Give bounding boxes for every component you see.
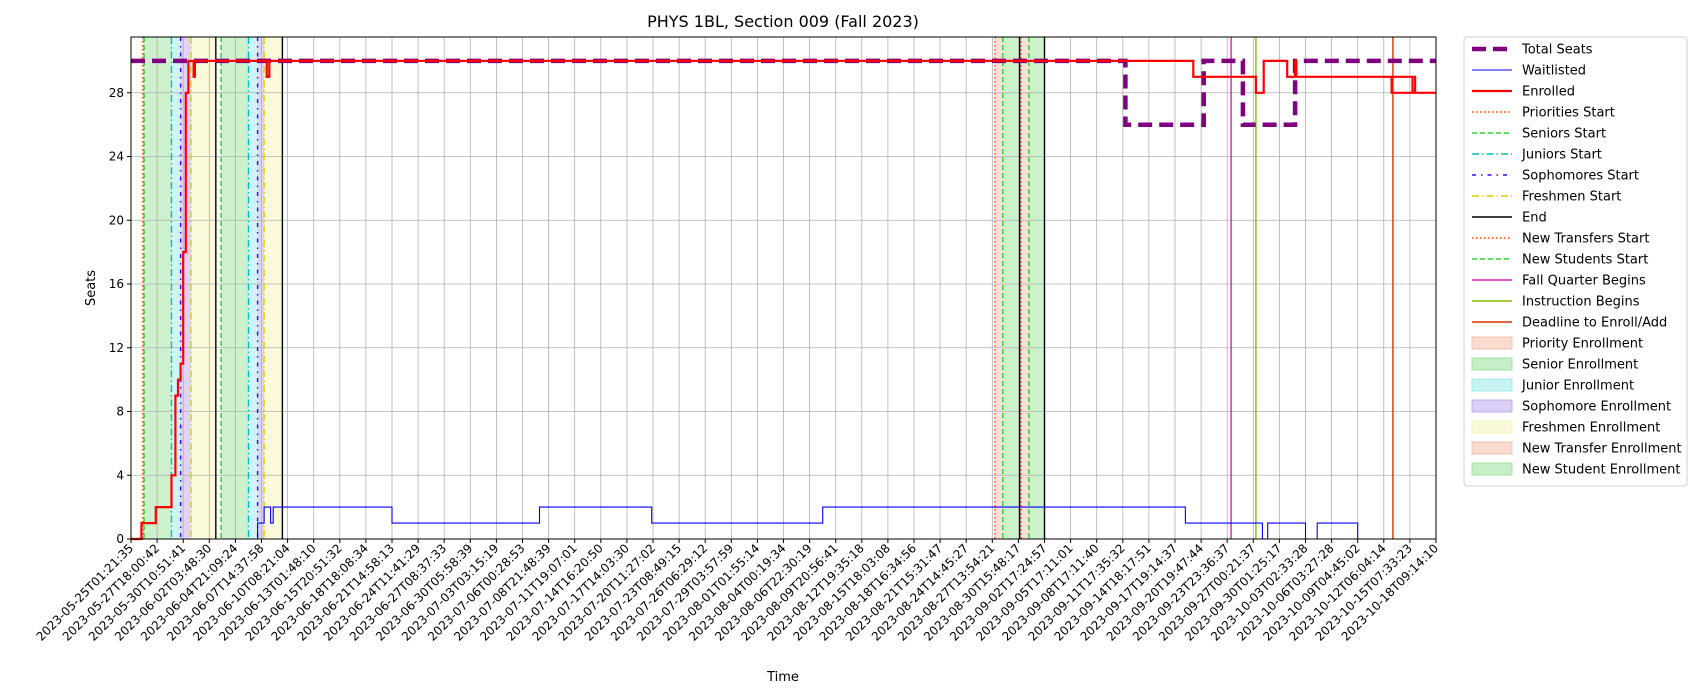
legend-label: Sophomores Start xyxy=(1522,169,1639,184)
legend-swatch xyxy=(1471,420,1513,434)
region-freshmen-enrollment-1 xyxy=(264,37,283,539)
legend-label: Freshmen Enrollment xyxy=(1522,421,1660,436)
legend-frame xyxy=(1463,36,1688,487)
legend-label: Enrolled xyxy=(1522,85,1575,100)
legend-label: Juniors Start xyxy=(1521,148,1602,163)
legend-label: New Transfers Start xyxy=(1522,232,1649,247)
region-new-transfer-enrollment-0 xyxy=(1021,37,1029,539)
y-tick-label: 16 xyxy=(109,277,124,291)
legend-label: New Transfer Enrollment xyxy=(1522,442,1682,457)
y-tick-label: 12 xyxy=(109,341,124,355)
region-junior-enrollment-1 xyxy=(248,37,258,539)
legend-swatch xyxy=(1471,378,1513,392)
y-tick-label: 0 xyxy=(116,532,124,546)
legend-label: Waitlisted xyxy=(1522,64,1586,79)
legend-label: New Students Start xyxy=(1522,253,1648,268)
region-new-student-enrollment-1 xyxy=(1028,37,1045,539)
legend-label: End xyxy=(1522,211,1547,226)
series-enrolled xyxy=(131,59,1436,541)
legend: Total Seats Waitlisted Enrolled Priorities … xyxy=(1463,36,1688,487)
legend-swatch xyxy=(1471,336,1513,350)
legend-label: Senior Enrollment xyxy=(1522,358,1638,373)
region-new-student-enrollment-0 xyxy=(1002,37,1020,539)
region-freshmen-enrollment-0 xyxy=(191,37,216,539)
legend-label: Total Seats xyxy=(1521,43,1593,58)
y-tick-label: 20 xyxy=(109,213,124,227)
legend-label: Freshmen Start xyxy=(1522,190,1621,205)
grid-lines xyxy=(130,37,1437,540)
legend-swatch xyxy=(1471,462,1513,476)
legend-label: New Student Enrollment xyxy=(1522,463,1680,478)
legend-label: Deadline to Enroll/Add xyxy=(1522,316,1667,331)
y-axis-label: Seats xyxy=(84,270,99,306)
region-priority-enrollment-1 xyxy=(994,37,1003,539)
chart-title: PHYS 1BL, Section 009 (Fall 2023) xyxy=(647,12,919,31)
legend-swatch xyxy=(1471,399,1513,413)
legend-label: Sophomore Enrollment xyxy=(1522,400,1671,415)
legend-label: Priorities Start xyxy=(1522,106,1615,121)
region-senior-enrollment-1 xyxy=(221,37,249,539)
legend-label: Junior Enrollment xyxy=(1521,379,1634,394)
y-tick-label: 24 xyxy=(109,150,124,164)
y-tick-label: 8 xyxy=(116,405,124,419)
x-axis: 2023-05-25T01:21:352023-05-27T18:00:4220… xyxy=(34,539,1441,644)
y-tick-label: 4 xyxy=(116,468,124,482)
legend-swatch xyxy=(1471,357,1513,371)
legend-swatch xyxy=(1471,441,1513,455)
legend-label: Priority Enrollment xyxy=(1522,337,1643,352)
y-tick-label: 28 xyxy=(109,86,124,100)
shaded-regions xyxy=(142,37,1045,539)
region-sophomore-enrollment-1 xyxy=(257,37,265,539)
y-axis: 0 4 8 12 16 20 24 28 xyxy=(109,86,131,546)
event-lines xyxy=(142,37,1394,539)
legend-label: Instruction Begins xyxy=(1522,295,1640,310)
x-axis-label: Time xyxy=(766,670,799,685)
legend-label: Seniors Start xyxy=(1522,127,1606,142)
region-sophomore-enrollment-0 xyxy=(180,37,192,539)
legend-label: Fall Quarter Begins xyxy=(1522,274,1646,289)
region-senior-enrollment-0 xyxy=(144,37,172,539)
region-junior-enrollment-0 xyxy=(171,37,181,539)
series-total-seats xyxy=(131,58,1436,127)
